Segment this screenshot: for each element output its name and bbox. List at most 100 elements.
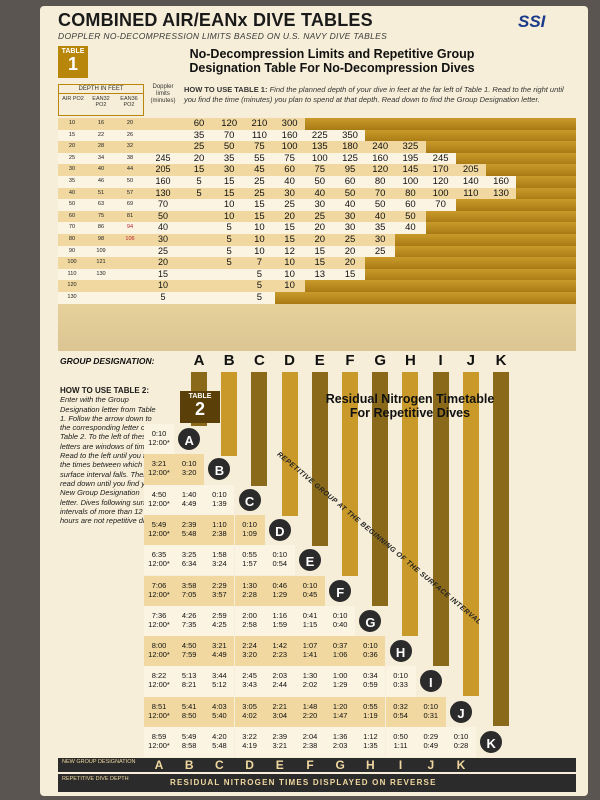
time-cell: 10 xyxy=(284,257,295,269)
time-cell: 25 xyxy=(374,245,386,257)
group-letter: A xyxy=(193,352,205,369)
table1-row: 10 16 20 60 120 210 300 xyxy=(58,118,576,131)
time-cell: 70 xyxy=(435,199,446,211)
interval-start: 1:00 xyxy=(332,671,348,681)
interval-end: 4:25 xyxy=(212,619,227,629)
depth-e32-cell: 75 xyxy=(97,212,105,219)
interval-start: 3:25 xyxy=(181,550,197,560)
interval-start: 4:03 xyxy=(212,701,227,711)
residual-time-cell: 0:46 1:29 xyxy=(264,575,295,606)
residual-time-cell: 0:10 0:28 xyxy=(446,727,476,758)
residual-time-cell: 2:21 3:04 xyxy=(264,696,295,727)
table1-row: 70 86 94 40 5 10 15 20 30 35 40 xyxy=(58,222,576,235)
new-group-letter: J xyxy=(427,758,435,772)
interval-start: 2:59 xyxy=(212,610,227,620)
group-arrow-column xyxy=(372,372,389,606)
interval-end: 12:00* xyxy=(148,559,170,569)
table1-row: 110 130 15 5 10 13 15 xyxy=(58,268,576,281)
time-cell: 20 xyxy=(344,245,356,257)
residual-time-cell: 4:50 7:59 xyxy=(174,636,205,667)
group-arrow-column xyxy=(311,372,328,546)
depth-e32-cell: 22 xyxy=(97,131,105,138)
table1-row: 20 28 32 25 50 75 100 135 180 240 325 xyxy=(58,141,576,154)
doppler-limit-cell: 40 xyxy=(157,222,168,233)
interval-end: 1:09 xyxy=(242,528,257,538)
interval-start: 1:20 xyxy=(332,701,348,711)
interval-start: 8:22 xyxy=(151,671,167,681)
interval-start: 4:50 xyxy=(151,489,167,499)
interval-start: 0:10 xyxy=(242,519,257,529)
interval-start: 0:55 xyxy=(363,701,378,711)
group-arrow-column xyxy=(432,372,449,666)
depth-e32-cell: 98 xyxy=(97,236,105,242)
time-cell: 205 xyxy=(462,164,479,176)
table1-row: 90 109 25 5 10 12 15 20 25 xyxy=(58,245,576,258)
table2-instructions-text: Enter with the Group Designation letter … xyxy=(60,395,159,526)
residual-time-cell: 2:39 5:48 xyxy=(174,514,205,546)
interval-start: 5:49 xyxy=(151,519,167,529)
residual-time-cell: 1:42 2:23 xyxy=(264,636,295,667)
interval-end: 1:29 xyxy=(272,589,288,599)
table1-heading-line2: Designation Table For No-Decompression D… xyxy=(189,61,475,75)
depth-header: DEPTH IN FEET AIR PO2 EAN32 PO2 EAN36 PO… xyxy=(58,84,144,116)
interval-end: 1:19 xyxy=(363,710,378,720)
interval-start: 0:10 xyxy=(393,671,408,681)
residual-time-cell: 4:26 7:35 xyxy=(174,605,205,637)
new-group-label: NEW GROUP DESIGNATION xyxy=(62,759,136,765)
doppler-limit-cell: 205 xyxy=(155,164,171,175)
depth-e36-cell: 38 xyxy=(126,154,134,161)
group-circle: F xyxy=(327,577,354,604)
interval-end: 1:39 xyxy=(212,498,227,508)
time-cell: 20 xyxy=(314,234,326,245)
gold-fill xyxy=(486,164,576,177)
interval-start: 0:29 xyxy=(423,732,439,741)
time-cell: 35 xyxy=(374,222,386,234)
table1-row: 80 98 106 30 5 10 15 20 25 30 xyxy=(58,234,576,247)
group-letter: I xyxy=(438,352,443,369)
interval-end: 0:33 xyxy=(393,680,408,690)
interval-start: 0:46 xyxy=(272,580,288,590)
interval-end: 3:43 xyxy=(242,680,257,690)
interval-start: 2:21 xyxy=(272,701,288,711)
depth-e32-cell: 109 xyxy=(96,247,106,254)
interval-end: 7:35 xyxy=(181,619,197,629)
time-cell: 30 xyxy=(344,222,356,234)
depth-e32-cell: 40 xyxy=(97,166,105,173)
residual-time-cell: 1:48 2:20 xyxy=(295,696,325,727)
residual-time-cell: 0:10 1:09 xyxy=(234,514,265,546)
time-cell: 25 xyxy=(284,199,295,211)
interval-start: 1:10 xyxy=(212,519,227,529)
repetitive-depth-label: REPETITIVE DIVE DEPTH xyxy=(62,776,129,782)
table1-row: 40 51 57 130 5 15 25 30 40 50 70 80 100 110 130 xyxy=(58,187,576,200)
depth-e36-cell: 57 xyxy=(126,189,134,196)
logo-text: SSI xyxy=(518,12,546,31)
interval-end: 1:41 xyxy=(302,650,318,660)
depth-air-cell: 130 xyxy=(67,294,77,300)
interval-start: 7:36 xyxy=(151,610,167,620)
table1-instructions-label: HOW TO USE TABLE 1: xyxy=(184,85,268,94)
interval-start: 0:10 xyxy=(302,580,318,590)
group-arrow-column xyxy=(402,372,419,636)
residual-time-cell: 7:36 12:00* xyxy=(144,605,174,637)
table1-row: 100 121 20 5 7 10 15 20 xyxy=(58,257,576,270)
doppler-limit-cell: 5 xyxy=(160,292,166,302)
page-title: COMBINED AIR/EANx DIVE TABLES xyxy=(58,10,373,30)
table2-heading-line2: For Repetitive Dives xyxy=(349,406,471,420)
residual-time-cell: 5:49 8:58 xyxy=(174,727,205,758)
time-cell: 60 xyxy=(284,164,295,176)
interval-start: 3:58 xyxy=(181,580,197,590)
interval-start: 1:30 xyxy=(242,580,257,590)
time-cell: 25 xyxy=(254,176,265,187)
gold-fill xyxy=(365,129,576,142)
depth-col-ean36: EAN36 PO2 xyxy=(120,96,138,108)
table1-row: 30 40 44 205 15 30 45 60 75 95 120 145 170 205 xyxy=(58,164,576,177)
time-cell: 50 xyxy=(314,176,326,187)
interval-start: 0:10 xyxy=(272,550,288,560)
time-cell: 40 xyxy=(314,187,326,199)
interval-start: 1:42 xyxy=(272,641,288,651)
time-cell: 75 xyxy=(314,164,326,176)
table1-instructions-text: Find the planned depth of your dive in f… xyxy=(184,85,564,104)
new-group-letter: A xyxy=(154,758,164,772)
gold-fill xyxy=(425,222,576,235)
interval-start: 0:37 xyxy=(332,641,348,651)
